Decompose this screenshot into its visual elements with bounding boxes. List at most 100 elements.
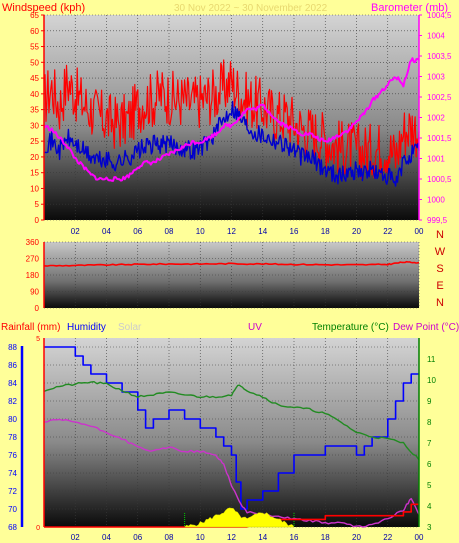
wind-y-tick-label: 25	[30, 137, 39, 146]
windspeed-axis-title: Windspeed (kph)	[2, 2, 85, 14]
humidity-y-tick-label: 70	[8, 505, 17, 514]
wind-y-tick-label: 30	[30, 121, 39, 130]
wind-direction-line	[43, 260, 420, 267]
humidity-y-tick-label: 78	[8, 433, 17, 442]
humidity-x-tick-label: 02	[71, 533, 80, 542]
direction-y-tick-label: 90	[30, 288, 39, 297]
humidity-y-tick-label: 88	[8, 343, 17, 352]
wind-y-tick-label: 35	[30, 106, 39, 115]
wind-x-tick-label: 16	[290, 227, 299, 236]
compass-label: N	[436, 229, 444, 241]
wind-average-line	[43, 100, 420, 187]
wind-x-tick-label: 22	[383, 227, 392, 236]
baro-y-tick-label: 1002,5	[427, 93, 452, 102]
wind-y-tick-label: 55	[30, 43, 39, 52]
humidity-y-tick-label: 86	[8, 361, 17, 370]
baro-y-tick-label: 1001	[427, 155, 445, 164]
humidity-x-tick-label: 10	[196, 533, 205, 542]
baro-y-tick-label: 999,5	[427, 216, 448, 225]
direction-y-tick-label: 180	[26, 271, 40, 280]
wind-x-tick-label: 06	[133, 227, 142, 236]
wind-x-tick-label: 12	[227, 227, 236, 236]
wind-gust-line	[43, 59, 420, 179]
compass-label: S	[436, 263, 443, 275]
humidity-x-tick-label: 16	[290, 533, 299, 542]
direction-y-tick-label: 0	[35, 304, 40, 313]
temp-y-tick-label: 10	[427, 376, 436, 385]
baro-y-tick-label: 1002	[427, 114, 445, 123]
compass-label: N	[436, 297, 444, 309]
wind-y-tick-label: 60	[30, 27, 39, 36]
wind-x-tick-label: 14	[258, 227, 267, 236]
wind-y-tick-label: 50	[30, 58, 39, 67]
humidity-x-tick-label: 06	[133, 533, 142, 542]
temp-y-tick-label: 7	[427, 439, 432, 448]
humidity-legend: Humidity	[67, 322, 106, 333]
temp-y-tick-label: 6	[427, 460, 432, 469]
direction-y-tick-label: 270	[26, 255, 40, 264]
humidity-y-tick-label: 68	[8, 523, 17, 532]
baro-y-tick-label: 1001,5	[427, 134, 452, 143]
compass-label: E	[436, 280, 443, 292]
temp-y-tick-label: 9	[427, 397, 432, 406]
rainfall-axis-title: Rainfall (mm)	[1, 322, 60, 333]
wind-series	[43, 57, 420, 187]
wind-y-tick-label: 10	[30, 184, 39, 193]
temp-y-tick-label: 3	[427, 523, 432, 532]
wind-y-tick-label: 40	[30, 90, 39, 99]
wind-x-tick-label: 08	[165, 227, 174, 236]
barometer-axis-title: Barometer (mb)	[371, 2, 448, 14]
humidity-x-tick-label: 22	[383, 533, 392, 542]
humidity-x-tick-label: 08	[165, 533, 174, 542]
baro-y-tick-label: 1000	[427, 196, 445, 205]
compass-label: W	[435, 246, 446, 258]
baro-y-tick-label: 1000,5	[427, 175, 452, 184]
humidity-x-tick-label: 00	[415, 533, 424, 542]
temperature-line	[43, 381, 420, 461]
wind-x-tick-label: 02	[71, 227, 80, 236]
solar-legend: Solar	[118, 322, 142, 333]
humidity-x-tick-label: 04	[102, 533, 111, 542]
temp-y-tick-label: 8	[427, 418, 432, 427]
dewpoint-axis-title: Dew Point (°C)	[393, 322, 459, 333]
wind-y-tick-label: 45	[30, 74, 39, 83]
wind-axes: 05101520253035404550556065999,510001000,…	[30, 11, 452, 236]
wind-x-tick-label: 20	[352, 227, 361, 236]
barometer-line	[43, 57, 420, 182]
direction-grid	[44, 241, 420, 309]
baro-y-tick-label: 1003	[427, 73, 445, 82]
baro-y-tick-label: 1004,5	[427, 11, 452, 20]
humidity-y-tick-label: 84	[8, 379, 17, 388]
dewpoint-line	[43, 418, 420, 528]
wind-y-tick-label: 0	[35, 216, 40, 225]
wind-y-tick-label: 15	[30, 169, 39, 178]
humidity-x-tick-label: 18	[321, 533, 330, 542]
wind-x-tick-label: 04	[102, 227, 111, 236]
direction-axes: 0 90 180 270 360	[26, 238, 45, 313]
humidity-y-tick-label: 74	[8, 469, 17, 478]
humidity-plot-area	[44, 338, 419, 527]
temp-y-tick-label: 5	[427, 481, 432, 490]
wind-x-tick-label: 00	[415, 227, 424, 236]
wind-x-tick-label: 18	[321, 227, 330, 236]
uv-legend: UV	[248, 322, 262, 333]
wind-y-tick-label: 65	[30, 11, 39, 20]
wind-x-tick-label: 10	[196, 227, 205, 236]
wind-y-tick-label: 20	[30, 153, 39, 162]
direction-y-tick-label: 360	[26, 238, 40, 247]
temperature-axis-title: Temperature (°C)	[312, 322, 389, 333]
baro-y-tick-label: 1003,5	[427, 52, 452, 61]
rain-y-tick-label: 0	[36, 525, 40, 532]
rain-y-tick-label: 5	[36, 336, 40, 343]
humidity-y-tick-label: 76	[8, 451, 17, 460]
solar-area	[183, 507, 295, 528]
chart-date-title: 30 Nov 2022 ~ 30 November 2022	[174, 3, 328, 14]
temp-y-tick-label: 4	[427, 502, 432, 511]
humidity-y-tick-label: 80	[8, 415, 17, 424]
humidity-x-tick-label: 20	[352, 533, 361, 542]
temp-y-tick-label: 11	[427, 355, 436, 364]
humidity-series	[43, 346, 420, 528]
